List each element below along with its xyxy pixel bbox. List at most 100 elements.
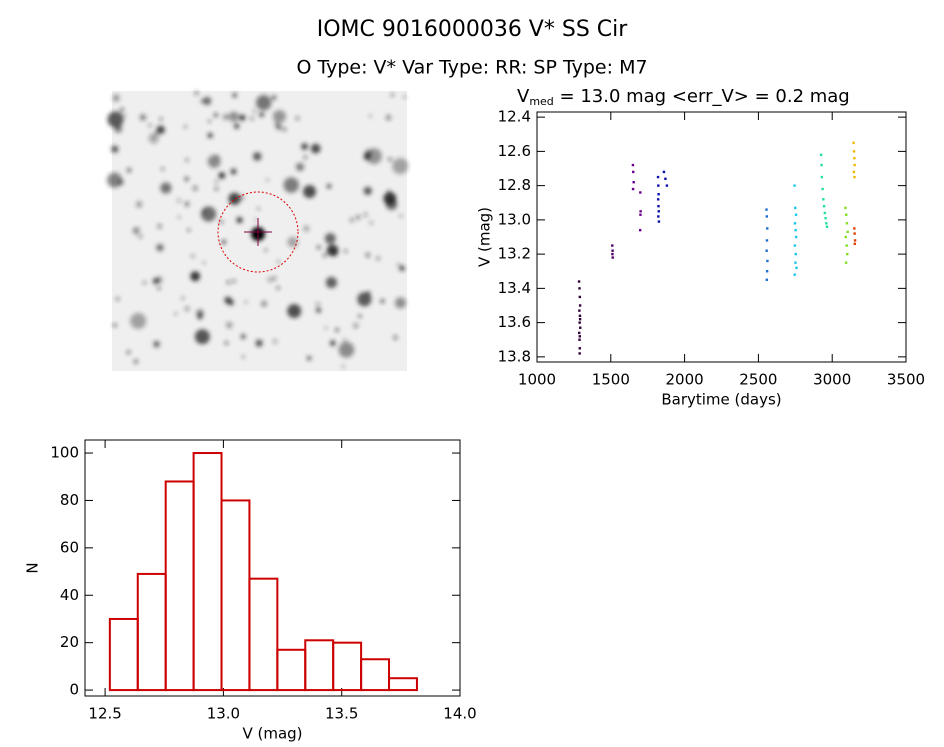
aperture [217,191,299,273]
point [795,266,798,270]
star [241,355,245,359]
star [307,356,312,361]
point [611,249,614,252]
point [765,239,769,242]
star [364,149,372,157]
point [765,278,769,282]
point [765,208,768,211]
title-subscript: med [529,95,553,108]
star [159,117,163,121]
star [276,286,280,290]
star [240,334,246,339]
stars [107,91,409,369]
point [638,228,642,232]
point [657,220,661,223]
star [365,252,371,258]
star [222,113,229,121]
point [819,153,823,157]
star [260,112,265,117]
point [578,335,582,338]
star [202,210,206,214]
star [303,225,310,232]
point [793,244,797,247]
bar [164,480,195,692]
star [232,279,236,283]
point [824,216,827,220]
point [631,163,635,167]
plot-frame [84,439,461,697]
y-axis-label: V (mag) [476,207,494,267]
point [853,242,856,246]
star [123,114,127,118]
point [794,213,798,216]
x-tick-label: 2000 [666,371,704,389]
point [845,244,848,247]
star [283,177,300,193]
x-tick-label: 1000 [518,371,556,389]
star [402,95,407,99]
star [184,201,190,207]
star [254,218,258,222]
star [218,172,226,179]
point [844,235,847,239]
point [822,198,825,201]
star [316,245,321,250]
point [844,261,848,264]
chart-title: Vmed = 13.0 mag <err_V> = 0.2 mag [517,86,850,108]
star-field [107,91,409,371]
star [310,143,321,154]
star [399,214,403,218]
star [282,127,287,132]
star [194,91,199,95]
star [385,115,391,121]
star [228,192,241,205]
star [277,260,281,264]
star [160,182,172,194]
point [822,204,826,208]
star [272,109,286,123]
bar [388,677,418,692]
point [823,211,827,215]
point [664,177,667,180]
star [332,251,338,257]
star [177,215,181,219]
star [207,132,213,139]
point [853,163,856,167]
star [190,271,201,282]
star [240,195,245,200]
point [578,304,582,307]
bar [220,499,251,692]
title-main: V [517,86,530,107]
star [397,263,401,267]
x-tick-label: 14.0 [443,705,476,723]
point [578,321,581,324]
star [224,341,229,345]
star [156,125,165,135]
star [358,314,362,318]
point [845,213,848,216]
star [185,158,189,162]
star [232,93,237,98]
star [350,218,354,222]
point [825,222,828,225]
star [214,179,219,184]
point [793,222,797,225]
star [214,187,218,191]
star [228,111,240,122]
star [107,111,124,128]
star [388,157,392,161]
star [252,109,257,113]
star [224,296,232,304]
star [130,313,147,329]
star [236,216,243,224]
point [844,206,847,210]
bar [360,658,391,692]
star [355,215,361,220]
star [230,168,237,175]
star [324,233,336,244]
point [794,261,797,264]
star [244,300,248,304]
point [632,181,635,184]
star [344,249,348,253]
bar [248,577,279,692]
